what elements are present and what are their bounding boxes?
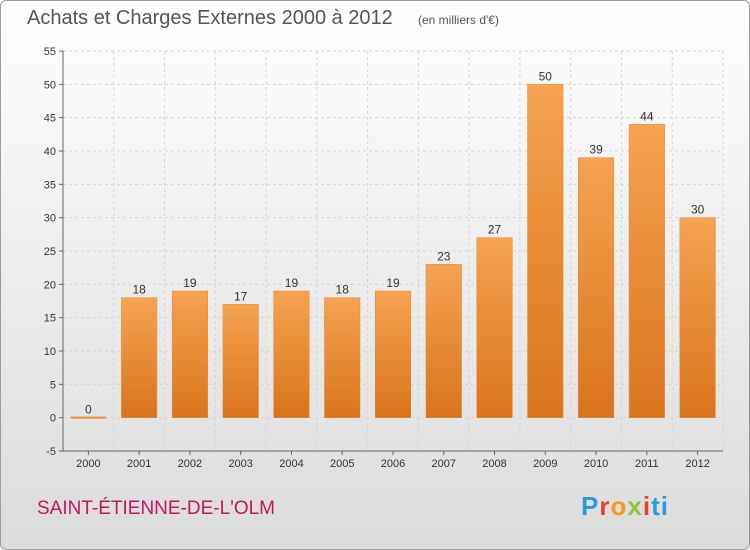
x-tick-label: 2002 bbox=[178, 458, 202, 470]
x-tick-label: 2005 bbox=[330, 458, 354, 470]
data-label: 19 bbox=[386, 276, 400, 290]
y-tick-label: 5 bbox=[50, 379, 56, 391]
labels: 0 18 19 17 19 18 19 23 27 50 39 44 30 bbox=[85, 69, 705, 416]
y-tick-label: 45 bbox=[44, 113, 56, 125]
x-tick-label: 2003 bbox=[228, 458, 252, 470]
data-label: 0 bbox=[85, 403, 92, 417]
y-tick-label: 15 bbox=[44, 313, 56, 325]
bar bbox=[679, 217, 716, 418]
bar bbox=[476, 237, 513, 418]
axes: -5 0 5 10 15 20 25 30 35 40 45 50 55 2000 2001 2002 2003… bbox=[44, 46, 723, 470]
logo-letter: i bbox=[642, 491, 652, 521]
y-tick-label: 30 bbox=[44, 213, 56, 225]
y-tick-label: 10 bbox=[44, 346, 56, 358]
x-tick-label: 2007 bbox=[432, 458, 456, 470]
y-tick-label: -5 bbox=[46, 446, 56, 458]
y-tick-label: 55 bbox=[44, 46, 56, 58]
logo-letter: i bbox=[660, 491, 669, 521]
y-tick-label: 25 bbox=[44, 246, 56, 258]
bar bbox=[628, 124, 665, 418]
proxiti-logo: Proxiti bbox=[581, 491, 669, 522]
data-label: 18 bbox=[336, 283, 350, 297]
data-label: 39 bbox=[589, 143, 603, 157]
data-label: 50 bbox=[539, 69, 553, 83]
bar bbox=[324, 297, 361, 418]
x-tick-label: 2009 bbox=[533, 458, 557, 470]
bar bbox=[121, 297, 158, 418]
data-label: 19 bbox=[285, 276, 299, 290]
x-tick-label: 2006 bbox=[381, 458, 405, 470]
chart-title: Achats et Charges Externes 2000 à 2012 bbox=[27, 7, 393, 29]
y-tick-label: 40 bbox=[44, 146, 56, 158]
bar bbox=[425, 264, 462, 418]
logo-letter: o bbox=[610, 491, 628, 521]
data-label: 27 bbox=[488, 223, 502, 237]
x-tick-label: 2004 bbox=[279, 458, 303, 470]
bar bbox=[578, 157, 615, 418]
x-tick-label: 2012 bbox=[685, 458, 709, 470]
bar bbox=[171, 290, 208, 418]
bar bbox=[222, 304, 259, 418]
data-label: 19 bbox=[183, 276, 197, 290]
data-label: 18 bbox=[132, 283, 146, 297]
bar bbox=[374, 290, 412, 418]
y-tick-label: 50 bbox=[44, 79, 56, 91]
x-tick-label: 2008 bbox=[482, 458, 506, 470]
bars bbox=[70, 84, 716, 419]
y-tick-label: 35 bbox=[44, 179, 56, 191]
bar bbox=[527, 84, 564, 418]
y-tick-label: 0 bbox=[50, 413, 56, 425]
x-tick-label: 2010 bbox=[584, 458, 608, 470]
commune-name: SAINT-ÉTIENNE-DE-L'OLM bbox=[37, 498, 275, 519]
logo-letter: P bbox=[581, 491, 600, 521]
data-label: 17 bbox=[234, 289, 248, 303]
data-label: 23 bbox=[437, 249, 451, 263]
x-tick-label: 2011 bbox=[635, 458, 659, 470]
logo-letter: t bbox=[651, 491, 661, 521]
x-tick-label: 2001 bbox=[127, 458, 151, 470]
data-label: 44 bbox=[640, 109, 654, 123]
bar bbox=[273, 290, 310, 418]
chart-subtitle: (en milliers d'€) bbox=[418, 13, 499, 27]
logo-letter: r bbox=[599, 491, 611, 521]
logo-letter: x bbox=[627, 491, 643, 521]
data-label: 30 bbox=[691, 203, 705, 217]
x-tick-label: 2000 bbox=[76, 458, 100, 470]
y-tick-label: 20 bbox=[44, 279, 56, 291]
